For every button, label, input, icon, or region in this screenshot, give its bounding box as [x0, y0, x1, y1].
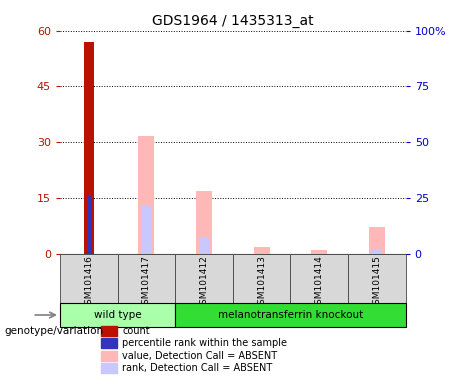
Text: percentile rank within the sample: percentile rank within the sample	[122, 338, 287, 348]
Text: GSM101416: GSM101416	[84, 255, 93, 310]
Bar	[60, 303, 175, 327]
Text: GSM101413: GSM101413	[257, 255, 266, 310]
Text: GSM101412: GSM101412	[200, 255, 208, 310]
Text: GSM101415: GSM101415	[372, 255, 381, 310]
Bar	[141, 205, 152, 254]
Text: wild type: wild type	[94, 310, 142, 320]
Bar	[101, 326, 117, 336]
Bar	[369, 227, 385, 254]
Bar	[199, 238, 209, 254]
Bar	[254, 247, 270, 254]
Bar	[175, 254, 233, 303]
Bar	[290, 254, 348, 303]
Bar	[348, 254, 406, 303]
Bar	[118, 254, 175, 303]
Bar	[101, 338, 117, 348]
Bar	[60, 254, 118, 303]
Bar	[372, 249, 382, 254]
Text: melanotransferrin knockout: melanotransferrin knockout	[218, 310, 363, 320]
Bar	[101, 363, 117, 373]
Bar	[101, 351, 117, 361]
Bar	[83, 42, 94, 254]
Bar	[196, 191, 212, 254]
Text: rank, Detection Call = ABSENT: rank, Detection Call = ABSENT	[122, 363, 272, 373]
Text: genotype/variation: genotype/variation	[5, 326, 104, 336]
Text: count: count	[122, 326, 150, 336]
Text: GSM101417: GSM101417	[142, 255, 151, 310]
Bar	[311, 250, 327, 254]
Bar	[233, 254, 290, 303]
Bar	[175, 303, 406, 327]
Bar	[138, 136, 154, 254]
Title: GDS1964 / 1435313_at: GDS1964 / 1435313_at	[152, 14, 313, 28]
Text: value, Detection Call = ABSENT: value, Detection Call = ABSENT	[122, 351, 277, 361]
Text: GSM101414: GSM101414	[315, 255, 324, 310]
Bar	[87, 196, 90, 254]
